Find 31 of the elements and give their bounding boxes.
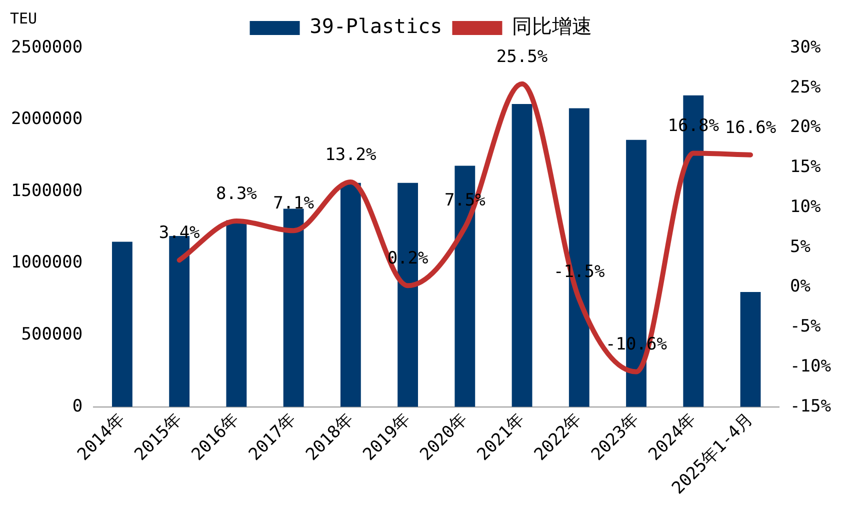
bar [283,208,304,407]
data-label: 8.3% [216,184,257,204]
y-tick-label: 1500000 [10,180,83,201]
data-label: 25.5% [496,46,548,67]
y-tick-label: 0 [72,396,83,416]
y2-tick-label: 30% [790,37,821,58]
y2-tick-label: 15% [790,157,821,178]
data-label: 7.5% [444,190,486,210]
y-axis-title: TEU [10,9,38,28]
y-tick-label: 1000000 [10,252,83,273]
y2-tick-label: 25% [790,77,821,98]
y2-tick-label: -5% [790,316,821,337]
y2-tick-label: -15% [790,396,832,416]
y2-tick-label: 20% [790,117,821,138]
bar [740,292,761,407]
y2-tick-label: 0% [790,276,811,297]
data-label: 13.2% [325,144,376,165]
legend-label: 同比增速 [512,14,592,38]
y-tick-label: 2000000 [10,109,83,130]
bar [340,182,361,407]
y-tick-label: 2500000 [10,37,83,58]
y-tick-label: 500000 [21,324,83,345]
data-label: 16.6% [724,118,776,138]
y2-tick-label: 5% [790,236,811,257]
legend-label: 39-Plastics [310,14,442,38]
data-label: 7.1% [273,194,314,214]
bar [512,104,532,407]
bar [112,242,132,407]
y2-tick-label: 10% [790,196,821,217]
data-label: 3.4% [158,223,200,244]
y2-tick-label: -10% [790,356,832,376]
